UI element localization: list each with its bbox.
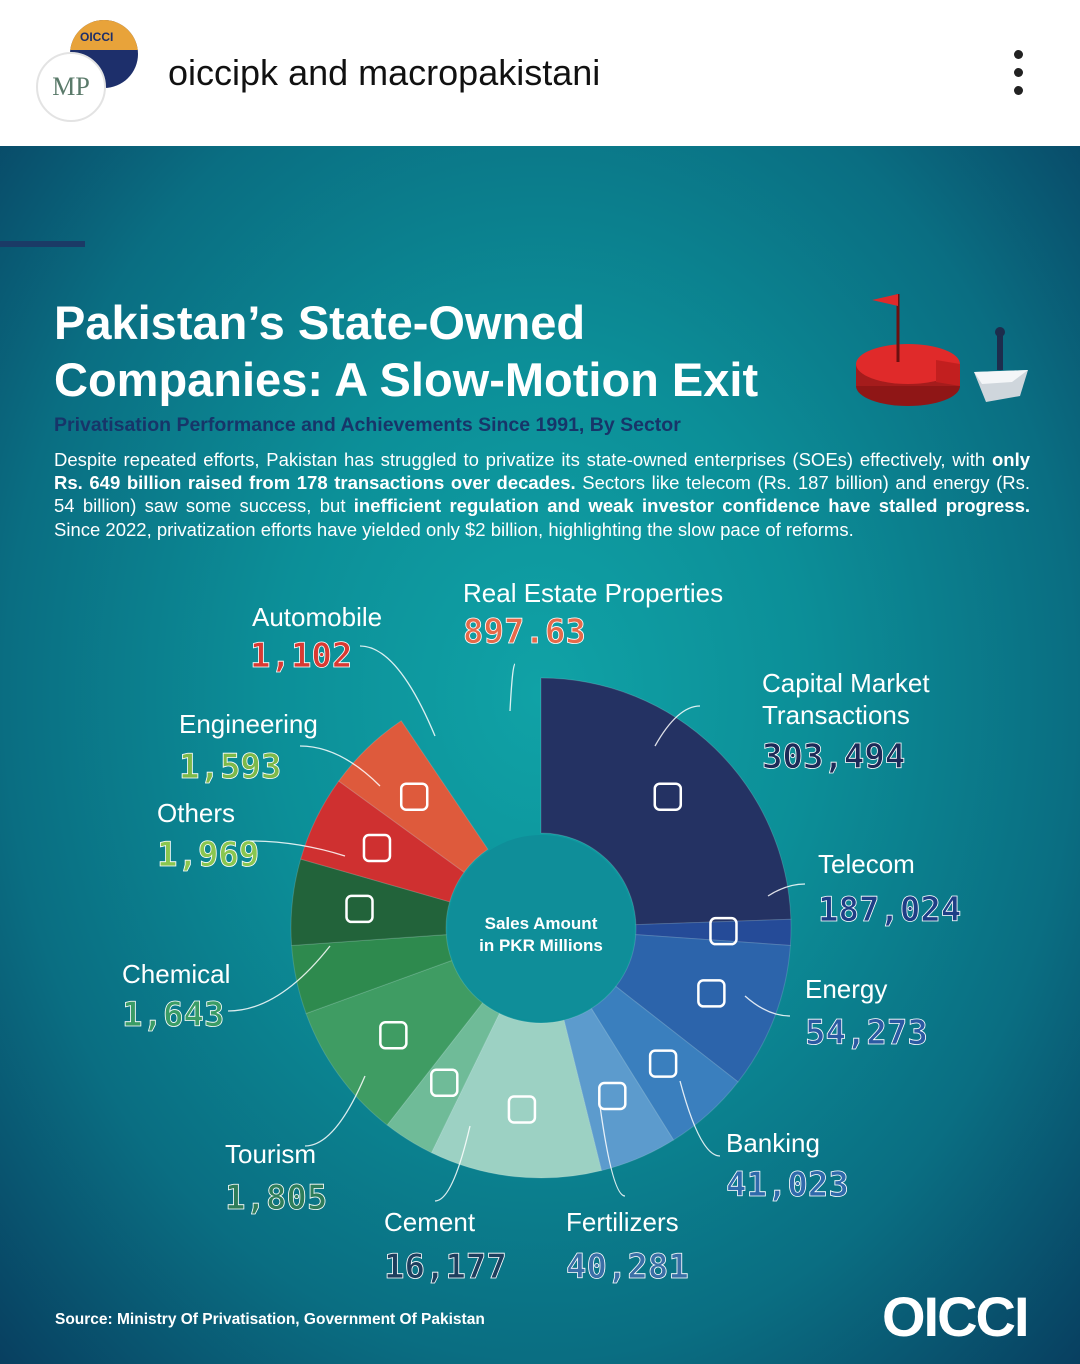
slice-label: Automobile <box>252 602 382 632</box>
slice-label: Engineering <box>179 709 318 739</box>
poster-subtitle: Privatisation Performance and Achievemen… <box>54 414 681 436</box>
house-key-icon <box>399 782 429 811</box>
donut-chart: Sales Amount in PKR Millions Capital Mar… <box>122 578 962 1287</box>
author-oiccipk[interactable]: oiccipk <box>168 52 279 93</box>
slice-value: 1,102 <box>250 636 352 676</box>
slice-label: Transactions <box>762 700 910 730</box>
avatar-back-text: OICCI <box>80 30 114 44</box>
leader-line <box>249 840 346 857</box>
slice-banking <box>590 985 739 1141</box>
slice-value: 1,593 <box>179 747 281 787</box>
chart-up-icon <box>653 782 683 811</box>
flask-icon <box>379 1021 408 1050</box>
desc-bold-2: inefficient regulation and weak investor… <box>353 495 1030 517</box>
leader-line <box>767 883 806 897</box>
slice-value: 16,177 <box>384 1247 507 1287</box>
leader-line <box>509 663 516 712</box>
bank-icon <box>648 1049 678 1078</box>
slice-label: Capital Market <box>762 668 930 698</box>
slice-chemical <box>305 959 484 1126</box>
poster-title: Pakistan’s State-Owned Companies: A Slow… <box>54 294 834 408</box>
slice-label: Others <box>157 798 235 828</box>
post-header: OICCI MP oiccipk and macropakistani <box>0 0 1080 146</box>
leader-line <box>227 945 331 1012</box>
avatar-ring <box>70 20 138 50</box>
slice-label: Energy <box>805 974 887 1004</box>
infographic-poster: Pakistan’s State-Owned Companies: A Slow… <box>0 146 1080 1364</box>
slice-label: Banking <box>726 1128 820 1158</box>
slice-engineering <box>290 858 451 946</box>
lightning-icon <box>697 979 726 1008</box>
slice-label: Real Estate Properties <box>463 578 723 608</box>
slice-value: 40,281 <box>566 1247 689 1287</box>
leader-line <box>299 745 381 787</box>
satellite-dish-icon <box>709 916 738 946</box>
slice-capital-market-transactions <box>540 677 792 926</box>
slice-label: Chemical <box>122 959 230 989</box>
slice-label: Cement <box>384 1207 476 1237</box>
author-joiner: and <box>288 52 349 93</box>
center-label-line-1: Sales Amount <box>485 914 598 933</box>
desc-part-1: Despite repeated efforts, Pakistan has s… <box>54 449 992 470</box>
leader-line <box>679 1080 721 1157</box>
slice-fertilizers <box>563 1007 675 1172</box>
accent-bar <box>0 241 85 247</box>
fertilizer-sack-icon <box>598 1081 627 1111</box>
slice-icons <box>345 782 738 1124</box>
slice-value: 897.63 <box>463 612 586 652</box>
slice-label: Telecom <box>818 849 915 879</box>
slice-label: Fertilizers <box>566 1207 679 1237</box>
title-line-1: Pakistan’s State-Owned <box>54 296 586 349</box>
gears-icon <box>345 894 374 924</box>
source-note: Source: Ministry Of Privatisation, Gover… <box>55 1311 485 1328</box>
poster-description: Despite repeated efforts, Pakistan has s… <box>54 448 1030 541</box>
leader-line <box>599 1105 626 1197</box>
slice-label: Tourism <box>225 1139 316 1169</box>
slice-value: 1,805 <box>225 1178 327 1218</box>
slice-energy <box>615 934 791 1083</box>
author-macropakistani[interactable]: macropakistani <box>358 52 601 93</box>
donut-slices <box>290 677 792 1179</box>
leader-line <box>744 995 791 1017</box>
slice-value: 41,023 <box>726 1165 849 1205</box>
leader-line <box>304 1075 366 1147</box>
slice-value: 187,024 <box>818 890 961 930</box>
more-options-icon[interactable] <box>1006 50 1030 98</box>
leader-line <box>654 705 701 747</box>
desc-bold-1: only Rs. 649 billion raised from 178 tra… <box>54 449 1030 494</box>
luggage-icon <box>430 1068 459 1098</box>
leader-line <box>434 1125 471 1202</box>
post-authors: oiccipk and macropakistani <box>168 52 600 94</box>
macropakistani-avatar[interactable]: MP <box>36 52 106 122</box>
title-line-2: Companies: A Slow-Motion Exit <box>54 353 759 406</box>
oicci-logo: OICCI <box>882 1285 1030 1348</box>
slice-value: 1,643 <box>122 995 224 1035</box>
center-label-line-2: in PKR Millions <box>479 936 603 955</box>
donut-hole <box>448 835 634 1021</box>
car-icon <box>362 833 392 863</box>
pie-flag-illustration <box>856 294 1028 406</box>
slice-value: 54,273 <box>805 1013 928 1053</box>
slice-real-estate-properties <box>338 720 489 873</box>
leader-line <box>359 645 436 737</box>
desc-part-2: Sectors like telecom (Rs. 187 billion) a… <box>54 472 1030 517</box>
desc-part-3: Since 2022, privatization efforts have y… <box>54 518 854 540</box>
cement-bag-icon <box>507 1095 537 1124</box>
slice-value: 303,494 <box>762 737 905 777</box>
slice-automobile <box>300 780 465 903</box>
avatar-front-text: MP <box>52 72 90 101</box>
slice-value: 1,969 <box>157 835 259 875</box>
